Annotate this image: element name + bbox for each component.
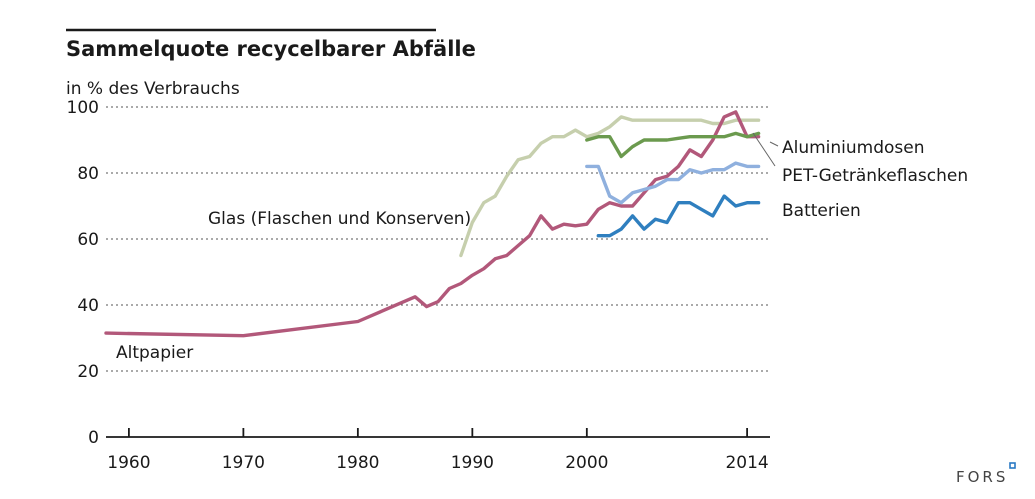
pet-label-leader <box>752 132 776 167</box>
y-tick-label-60: 60 <box>77 230 99 250</box>
grid-lines <box>106 106 770 372</box>
series-lines <box>104 110 761 338</box>
y-tick-label-0: 0 <box>88 428 99 448</box>
x-tick-label-1960: 1960 <box>107 453 150 473</box>
series-line-altpapier <box>104 110 761 338</box>
y-tick-label-20: 20 <box>77 362 99 382</box>
label-aluminiumdosen: Aluminiumdosen <box>782 138 925 158</box>
chart-title: Sammelquote recycelbarer Abfälle <box>66 37 476 61</box>
series-line-batterien <box>596 194 761 238</box>
y-axis-ticks: 0 20 40 60 80 100 <box>67 98 99 448</box>
label-pet-getraenkeflaschen: PET-Getränkeflaschen <box>782 166 968 186</box>
x-tick-label-1990: 1990 <box>451 453 494 473</box>
series-line-glas-flaschen-und-konserven <box>459 115 761 258</box>
x-tick-label-2000: 2000 <box>565 453 608 473</box>
label-glas: Glas (Flaschen und Konserven) <box>208 209 471 229</box>
x-tick-label-1980: 1980 <box>336 453 379 473</box>
label-batterien: Batterien <box>782 201 861 221</box>
brand-logo-mark <box>1009 462 1016 469</box>
series-line-aluminiumdosen <box>585 131 761 159</box>
label-altpapier: Altpapier <box>116 343 193 363</box>
x-tick-label-1970: 1970 <box>222 453 265 473</box>
brand-logo-text: FORS <box>956 468 1008 486</box>
y-axis-label: in % des Verbrauchs <box>66 79 240 99</box>
x-axis: 1960 1970 1980 1990 2000 2014 <box>106 428 770 473</box>
x-tick-label-2014: 2014 <box>725 453 768 473</box>
y-tick-label-100: 100 <box>67 98 99 118</box>
y-tick-label-40: 40 <box>77 296 99 316</box>
y-tick-label-80: 80 <box>77 164 99 184</box>
aluminium-label-leader <box>769 141 779 147</box>
series-line-pet-getr-nkeflaschen <box>585 161 761 205</box>
